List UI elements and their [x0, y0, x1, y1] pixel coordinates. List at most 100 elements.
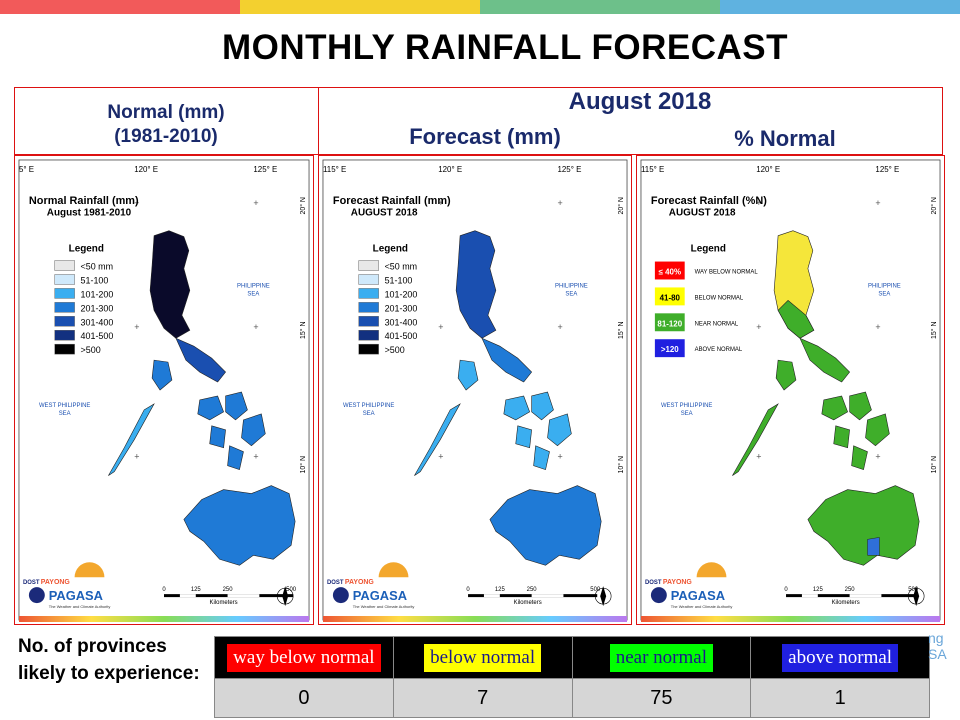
legend-swatch [54, 302, 75, 313]
map-forecast-panel: 115° E 120° E 125° E 20° N 15° N 10° N + + + + + + F… [318, 155, 632, 625]
scale-tick: 0 [784, 587, 788, 593]
map-shapes [322, 159, 628, 621]
legend-desc: ABOVE NORMAL [695, 347, 743, 353]
grid-cross: + [134, 322, 139, 332]
legend-label: 201-300 [81, 303, 114, 313]
scale-unit: Kilometers [514, 600, 542, 606]
above-normal-patch [867, 537, 880, 556]
period-heading: August 2018 [568, 88, 712, 115]
slide-title: MONTHLY RAINFALL FORECAST [221, 28, 789, 67]
lon-label: 5° E [19, 165, 34, 174]
lon-label: 115° E [323, 165, 346, 174]
compass-needle [600, 586, 607, 607]
scale-tick: 125 [813, 587, 824, 593]
logo-dost: DOST [327, 580, 344, 586]
logo-name: PAGASA [671, 588, 725, 603]
logo-dost: DOST [23, 580, 40, 586]
map-svg: 5° E 120° E 125° E20° N15° N10° N+ ++ ++ +Nor… [18, 159, 310, 621]
scale-tick: 250 [845, 587, 856, 593]
rainbow-strip [19, 616, 309, 622]
logo-tagline: The Weather and Climate Authority [49, 604, 111, 609]
umbrella-icon [378, 562, 409, 578]
grid-cross: + [756, 452, 761, 462]
logo-name: PAGASA [353, 588, 407, 603]
scale-bar-segment [179, 594, 196, 598]
map-percent-panel: 115° E 120° E 125° E 20° N 15° N 10° N + + + + + + F… [636, 155, 945, 625]
legend-label: >500 [81, 345, 101, 355]
legend-label: 51-100 [81, 275, 109, 285]
legend-swatch [358, 302, 379, 313]
legend-desc: WAY BELOW NORMAL [695, 269, 759, 275]
island-bicol [481, 337, 533, 383]
island-bicol [799, 337, 851, 383]
legend-label: 101-200 [81, 289, 114, 299]
umbrella-icon [74, 562, 105, 578]
lon-label: 120° E [438, 165, 462, 174]
scale-unit: Kilometers [210, 600, 238, 606]
map-title: Forecast Rainfall (%N) [651, 195, 767, 207]
legend-range: 81-120 [657, 319, 682, 328]
legend-title: Legend [373, 244, 408, 255]
pagasa-logo-mark [332, 587, 349, 604]
grid-cross: + [557, 198, 562, 208]
legend-label: 301-400 [385, 317, 418, 327]
top-color-bar [0, 0, 960, 14]
logo-name: PAGASA [49, 588, 103, 603]
sea-label: PHILIPPINE [868, 283, 901, 289]
sea-label: SEA [59, 411, 71, 417]
scale-tick: 0 [162, 587, 166, 593]
lon-label: 125° E [253, 165, 277, 174]
scale-bar-segment [849, 594, 882, 598]
logo-tagline: The Weather and Climate Authority [671, 604, 733, 609]
grid-cross: + [557, 452, 562, 462]
legend-desc: BELOW NORMAL [695, 295, 744, 301]
island-mindanao [807, 485, 920, 566]
legend-swatch [54, 274, 75, 285]
map-shapes [640, 159, 941, 621]
top-bar-segment-red [0, 0, 240, 14]
logo-payong: PAYONG [41, 579, 70, 586]
grid-cross: + [875, 452, 880, 462]
lat-label: 20° N [299, 197, 307, 214]
legend-swatch [358, 343, 379, 355]
lat-label: 15° N [299, 322, 307, 339]
logo-payong: PAYONG [345, 579, 374, 586]
legend-swatch [654, 287, 685, 306]
legend-swatch [54, 343, 75, 355]
island-visayas [533, 445, 550, 471]
sea-label: WEST PHILIPPINE [661, 403, 712, 409]
logo-dost: DOST [645, 580, 662, 586]
island-mindoro [457, 359, 479, 391]
grid-cross: + [756, 322, 761, 332]
island-luzon [149, 230, 191, 339]
sea-label: SEA [878, 291, 890, 297]
header-frame [14, 87, 943, 155]
island-visayas [849, 391, 872, 421]
island-visayas [865, 413, 890, 447]
legend-swatch [54, 288, 75, 299]
map-shapes [18, 159, 310, 621]
count-above-normal: 1 [750, 678, 930, 718]
scale-bar-segment [531, 594, 564, 598]
island-visayas [821, 395, 848, 421]
grid-cross: + [875, 198, 880, 208]
legend-swatch [654, 261, 685, 280]
category-near-normal: near normal [609, 643, 713, 672]
lat-label: 20° N [930, 197, 938, 214]
lon-label: 120° E [134, 165, 158, 174]
island-mindoro [151, 359, 173, 391]
map-normal-panel: 5° E 120° E 125° E 20° N 15° N 10° N + + + + + + Nor… [14, 155, 314, 625]
legend-swatch [654, 313, 685, 332]
scale-tick: 0 [466, 587, 470, 593]
island-visayas [833, 425, 850, 449]
lat-label: 15° N [617, 322, 625, 339]
grid-cross: + [134, 452, 139, 462]
logo-tagline: The Weather and Climate Authority [353, 604, 415, 609]
provinces-count-table: way below normal below normal near norma… [214, 636, 930, 718]
grid-cross: + [438, 322, 443, 332]
category-below-normal: below normal [424, 643, 542, 672]
grid-cross: + [253, 198, 258, 208]
logo-payong: PAYONG [663, 579, 692, 586]
lon-label: 125° E [557, 165, 581, 174]
rainbow-strip [641, 616, 940, 622]
